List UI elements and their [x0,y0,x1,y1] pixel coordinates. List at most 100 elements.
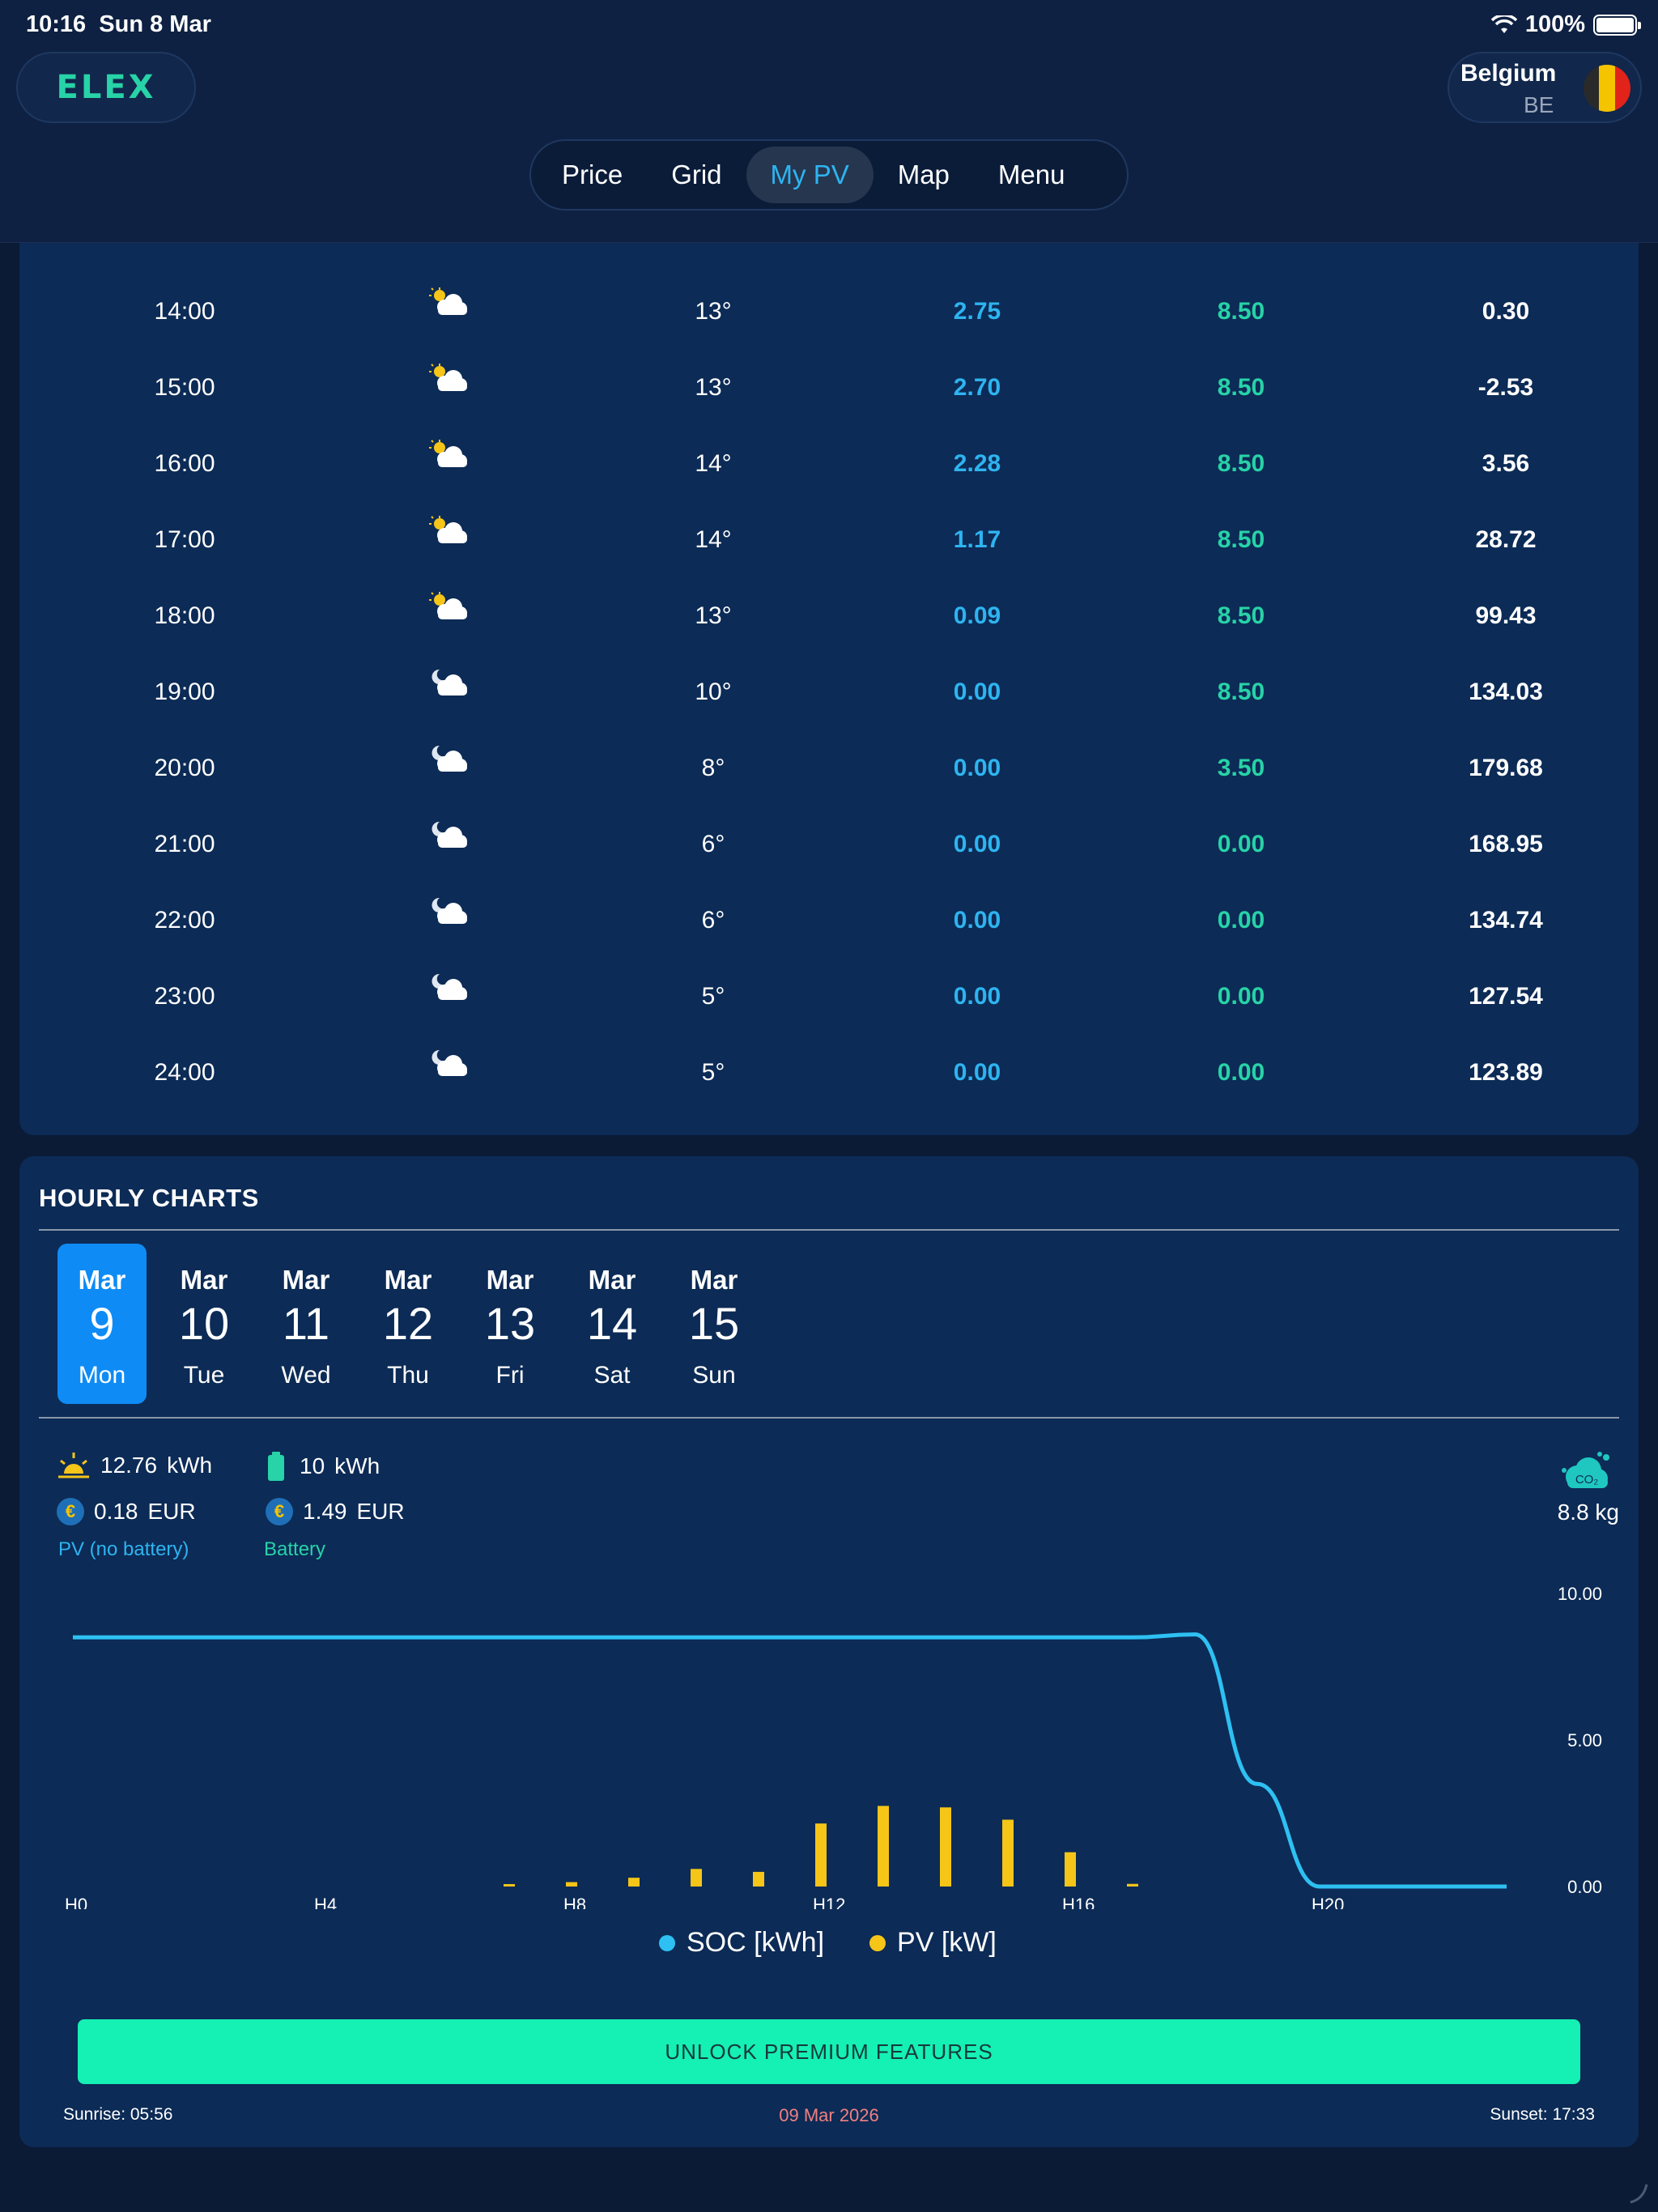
euro-icon: € [266,1498,293,1525]
battery-eur-value: 1.49 [303,1499,347,1524]
cell-time: 23:00 [154,983,215,1010]
cell-time: 19:00 [154,678,215,705]
day-tab-sun[interactable]: Mar 15 Sun [670,1244,759,1404]
status-time: 10:16 Sun 8 Mar [26,11,211,37]
day-tab-mon[interactable]: Mar 9 Mon [57,1244,147,1404]
cell-pv: 0.00 [953,983,1001,1010]
pv-bar [566,1882,577,1887]
day-day: 12 [382,1298,434,1349]
moon-cloud-icon [351,721,546,797]
hourly-charts-card: HOURLY CHARTS Mar 9 Mon Mar 10 Tue Mar 11 Wed Mar… [19,1156,1639,2147]
divider [39,1417,1619,1419]
day-day: 10 [178,1298,230,1349]
tab-map[interactable]: Map [897,160,950,189]
pv-bar [1065,1852,1076,1887]
pv-eur-unit: EUR [147,1499,196,1524]
day-dow: Sun [692,1362,736,1389]
sun-cloud-icon [351,568,546,644]
day-month: Mar [588,1265,636,1295]
pv-bar [691,1869,702,1887]
cell-temp: 8° [701,755,725,781]
day-dow: Thu [387,1362,429,1389]
cell-time: 14:00 [154,298,215,325]
co2-value: 8.8 kg [1557,1499,1619,1525]
belgium-flag-icon [1584,65,1630,112]
cell-time: 18:00 [154,602,215,629]
table-row: 16:00 14° 2.28 8.50 3.56 [19,426,1639,502]
battery-eur-unit: EUR [356,1499,405,1524]
cell-price: 3.56 [1482,450,1530,477]
legend-label-pv: PV [kW] [897,1927,997,1958]
day-day: 14 [586,1298,638,1349]
legend-item-soc[interactable]: SOC [kWh] [659,1927,824,1959]
cell-temp: 5° [701,1059,725,1086]
day-tab-sat[interactable]: Mar 14 Sat [568,1244,657,1404]
sun-cloud-icon [351,264,546,340]
pv-energy-unit: kWh [167,1453,213,1478]
cell-temp: 13° [695,602,732,629]
table-row: 18:00 13° 0.09 8.50 99.43 [19,578,1639,654]
legend-dot-pv [869,1934,886,1951]
cell-pv: 0.00 [953,678,1001,705]
tab-grid[interactable]: Grid [671,160,722,189]
cell-battery: 8.50 [1217,450,1265,477]
pv-eur-stat: € 0.18 EUR [57,1498,196,1525]
table-row: 24:00 5° 0.00 0.00 123.89 [19,1035,1639,1111]
unlock-premium-button[interactable]: UNLOCK PREMIUM FEATURES [78,2019,1580,2084]
x-tick-label: H12 [813,1895,845,1909]
country-name: Belgium [1460,60,1557,87]
svg-text:CO₂: CO₂ [1575,1473,1599,1487]
logo-button[interactable]: ELEX [16,52,196,123]
day-month: Mar [78,1265,126,1295]
day-tab-tue[interactable]: Mar 10 Tue [159,1244,249,1404]
pv-bar [504,1884,515,1887]
euro-icon: € [57,1498,84,1525]
cell-time: 16:00 [154,450,215,477]
co2-cloud-icon: CO₂ [1562,1452,1609,1488]
table-row: 14:00 13° 2.75 8.50 0.30 [19,274,1639,350]
sunset-time: Sunset: 17:33 [1490,2105,1595,2124]
table-row: 23:00 5° 0.00 0.00 127.54 [19,959,1639,1035]
battery-energy-unit: kWh [334,1453,380,1478]
day-day: 15 [688,1298,740,1349]
day-tab-wed[interactable]: Mar 11 Wed [261,1244,351,1404]
table-row: 15:00 13° 2.70 8.50 -2.53 [19,350,1639,426]
pv-bar [1002,1819,1014,1887]
day-dow: Mon [78,1362,126,1389]
day-tab-thu[interactable]: Mar 12 Thu [363,1244,453,1404]
cell-pv: 2.28 [953,450,1001,477]
cell-pv: 0.00 [953,907,1001,934]
cell-battery: 0.00 [1217,907,1265,934]
tab-menu[interactable]: Menu [997,160,1065,189]
legend-dot-soc [659,1934,675,1951]
cell-price: 99.43 [1475,602,1537,629]
tab-my-pv[interactable]: My PV [746,147,874,203]
cell-battery: 0.00 [1217,1059,1265,1086]
resize-handle-icon[interactable] [1627,2181,1650,2204]
cell-pv: 0.00 [953,755,1001,781]
x-tick-label: H20 [1312,1895,1344,1909]
divider [39,1229,1619,1231]
pv-label: PV (no battery) [58,1538,189,1560]
soc-line [73,1632,1507,1889]
tab-price[interactable]: Price [562,160,623,189]
cell-temp: 6° [701,907,725,934]
day-day: 9 [89,1298,115,1349]
day-day: 13 [484,1298,536,1349]
legend-item-pv[interactable]: PV [kW] [869,1927,997,1959]
cell-time: 24:00 [154,1059,215,1086]
battery-percent: 100% [1524,11,1585,37]
app-header: ELEX Belgium BE Price Grid My PV Map Men… [0,0,1658,243]
day-tab-fri[interactable]: Mar 13 Fri [466,1244,555,1404]
hourly-forecast-table: 14:00 13° 2.75 8.50 0.30 15:00 13° 2.70 8.50 -2.5… [19,243,1639,1135]
pv-bar [1127,1883,1138,1887]
y-tick-label: 10.00 [1558,1584,1602,1604]
cell-price: 134.74 [1469,907,1543,934]
country-selector[interactable]: Belgium BE [1448,52,1642,123]
pv-bar [940,1807,951,1887]
moon-cloud-icon [351,644,546,721]
cell-price: -2.53 [1477,374,1534,401]
main-nav: Price Grid My PV Map Menu [529,139,1129,211]
cell-battery: 8.50 [1217,374,1265,401]
pv-bar [815,1823,827,1887]
